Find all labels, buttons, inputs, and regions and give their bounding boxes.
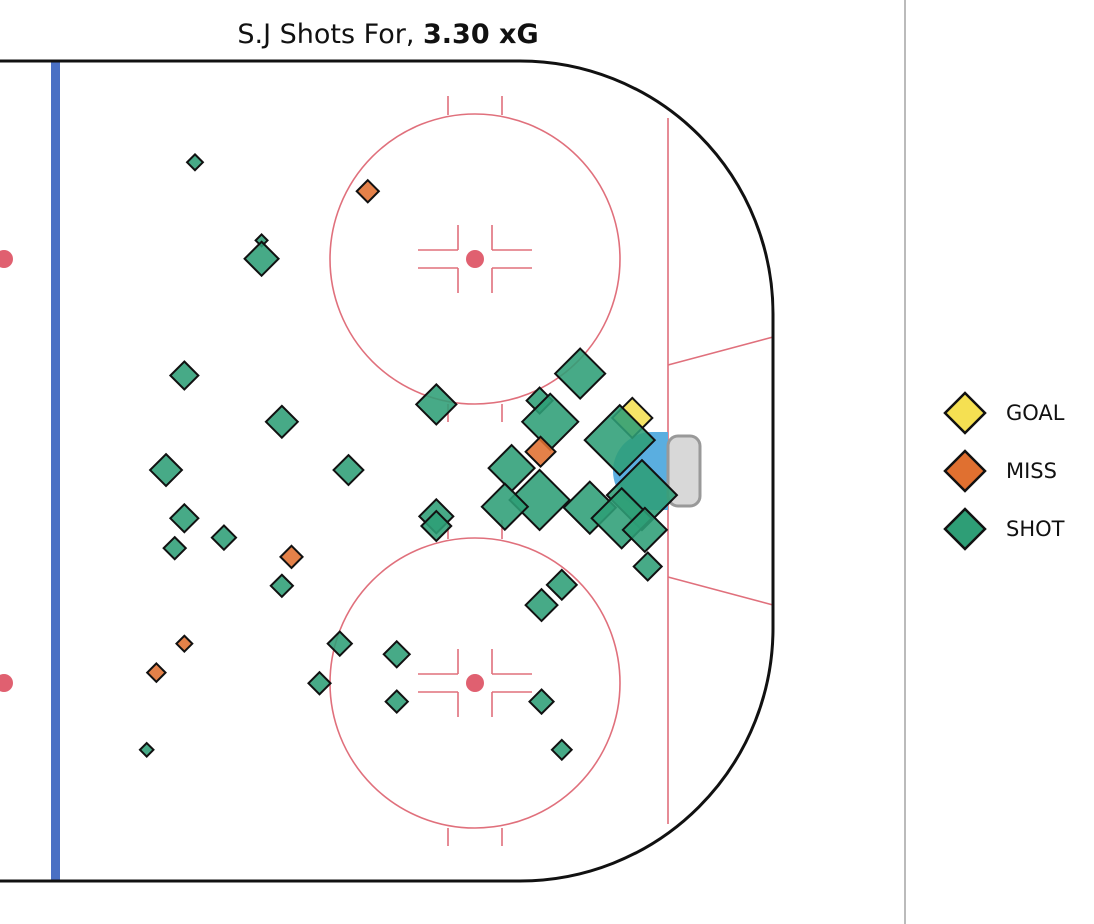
legend-swatch — [943, 507, 987, 551]
legend-label[interactable]: GOAL — [1006, 401, 1065, 425]
miss-marker — [279, 544, 304, 570]
blue-line — [51, 61, 60, 881]
miss-marker — [175, 634, 194, 654]
shot-marker — [528, 688, 556, 716]
shot-marker — [550, 738, 574, 762]
miss-marker — [145, 662, 167, 684]
shot-marker — [138, 741, 155, 758]
legend-label[interactable]: MISS — [1006, 459, 1057, 483]
shot-marker — [185, 152, 205, 172]
shot-marker — [307, 670, 332, 696]
shot-marker — [524, 587, 559, 623]
faceoff-dot — [466, 250, 484, 268]
shot-marker — [332, 453, 365, 487]
shot-marker — [382, 639, 412, 669]
faceoff-circle — [329, 113, 621, 405]
legend-label[interactable]: SHOT — [1006, 517, 1065, 541]
shot-marker — [162, 535, 188, 561]
neutral-dot — [0, 674, 13, 692]
legend-swatch — [943, 391, 987, 435]
shot-marker — [168, 360, 200, 391]
shot-marker — [545, 568, 579, 602]
shot-marker — [419, 509, 453, 543]
neutral-dot — [0, 250, 13, 268]
shot-marker — [264, 404, 300, 440]
chart-title: S.J Shots For, 3.30 xG — [237, 19, 538, 50]
trapezoid-line — [667, 576, 774, 606]
title-text: S.J Shots For, — [237, 19, 414, 50]
trapezoid-line — [667, 336, 774, 366]
legend: GOAL MISS SHOT — [943, 391, 1065, 551]
shot-marker — [480, 482, 530, 532]
miss-marker — [355, 178, 381, 204]
shot-marker — [583, 403, 657, 477]
shot-marker — [414, 382, 458, 426]
title-xg: 3.30 xG — [423, 19, 539, 50]
faceoff-dot — [466, 674, 484, 692]
shot-marker — [384, 689, 410, 715]
shot-marker — [168, 502, 200, 534]
shot-marker — [632, 551, 664, 582]
legend-swatch — [943, 449, 987, 493]
goal-net — [666, 434, 702, 508]
shots — [138, 152, 679, 762]
shot-marker — [553, 347, 607, 401]
shot-marker — [210, 524, 238, 552]
shot-marker — [148, 452, 184, 488]
shot-marker — [326, 630, 354, 658]
boards — [0, 59, 775, 883]
shot-marker — [508, 468, 572, 532]
miss-marker — [524, 435, 557, 469]
shot-marker — [621, 506, 669, 554]
shot-marker — [243, 240, 281, 278]
shot-marker — [269, 573, 295, 599]
